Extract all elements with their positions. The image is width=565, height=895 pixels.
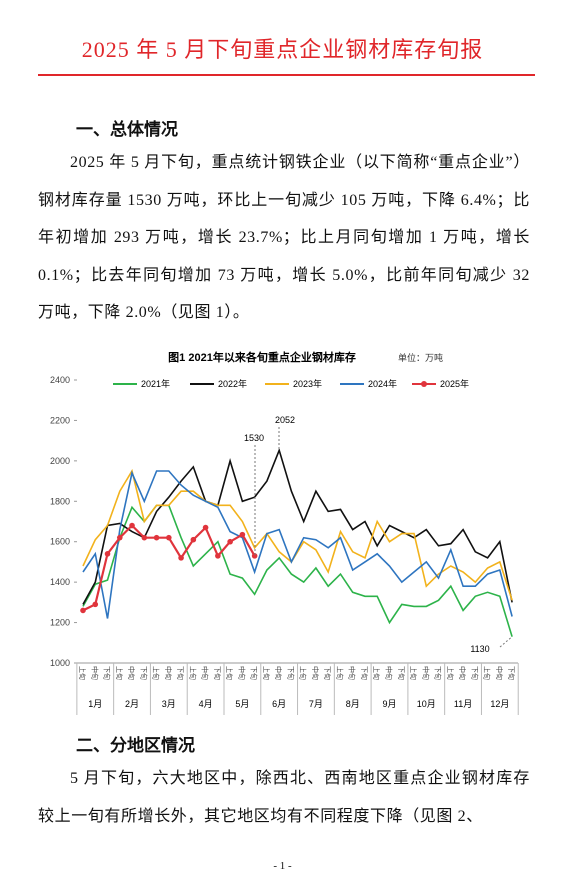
x-tick-label: 中旬 <box>127 666 136 680</box>
x-tick-label: 中旬 <box>274 666 283 680</box>
data-point <box>178 555 184 561</box>
data-point <box>104 551 111 557</box>
month-label: 9月 <box>382 699 396 709</box>
data-point <box>129 522 135 529</box>
title-rule <box>38 74 535 76</box>
series-line <box>82 468 513 601</box>
x-tick-label: 下旬 <box>176 666 185 680</box>
x-tick-label: 中旬 <box>495 666 504 680</box>
page-number: - 1 - <box>273 860 292 872</box>
x-tick-label: 中旬 <box>421 666 430 680</box>
x-tick-label: 下旬 <box>360 666 369 680</box>
x-tick-label: 上旬 <box>446 666 455 680</box>
section-heading: 二、分地区情况 <box>76 736 195 755</box>
y-tick-label: 1400 <box>50 577 70 587</box>
x-tick-label: 上旬 <box>225 666 234 680</box>
x-tick-label: 上旬 <box>409 666 418 680</box>
legend-label: 2022年 <box>218 378 247 389</box>
series-line <box>82 504 513 637</box>
x-tick-label: 上旬 <box>299 666 308 680</box>
legend-marker <box>421 381 427 387</box>
month-label: 8月 <box>346 699 360 709</box>
data-point <box>153 534 160 541</box>
legend-label: 2024年 <box>368 378 397 389</box>
annotation: 1130 <box>470 644 489 654</box>
x-tick-label: 下旬 <box>323 666 332 680</box>
month-label: 2月 <box>125 699 139 709</box>
paragraph: 5 月下旬，六大地区中，除西北、西南地区重点企业钢材库存较上一旬有所增长外，其它… <box>38 770 530 825</box>
legend-label: 2021年 <box>141 378 170 389</box>
x-tick-label: 下旬 <box>213 666 222 680</box>
paragraph: 2025 年 5 月下旬，重点统计钢铁企业（以下简称“重点企业”）钢材库存量 1… <box>38 154 530 321</box>
y-tick-label: 2000 <box>50 456 70 466</box>
data-point <box>215 553 221 559</box>
series-line <box>82 470 513 619</box>
data-point <box>202 524 209 531</box>
data-point <box>251 553 258 559</box>
chart: 图1 2021年以来各旬重点企业钢材库存 单位：万吨 1000 1200 1400 160… <box>50 350 519 715</box>
x-tick-label: 中旬 <box>385 666 394 680</box>
x-tick-label: 下旬 <box>139 666 148 680</box>
y-tick-label: 1000 <box>50 658 70 668</box>
x-tick-label: 中旬 <box>458 666 467 680</box>
x-tick-label: 上旬 <box>262 666 271 680</box>
x-tick-label: 中旬 <box>348 666 357 680</box>
legend-label: 2025年 <box>440 378 469 389</box>
x-tick-label: 中旬 <box>311 666 320 680</box>
month-label: 11月 <box>454 699 472 709</box>
x-tick-label: 下旬 <box>250 666 259 680</box>
x-tick-label: 上旬 <box>372 666 381 680</box>
month-label: 7月 <box>309 699 323 709</box>
x-tick-label: 上旬 <box>152 666 161 680</box>
data-point <box>92 601 99 608</box>
x-tick-label: 上旬 <box>188 666 197 680</box>
y-tick-label: 1600 <box>50 537 70 547</box>
x-tick-label: 中旬 <box>201 666 210 680</box>
x-tick-label: 下旬 <box>434 666 443 680</box>
chart-title: 图1 2021年以来各旬重点企业钢材库存 <box>168 350 356 364</box>
annotation: 1530 <box>244 433 264 443</box>
x-tick-label: 下旬 <box>470 666 479 680</box>
annotation: 2052 <box>275 415 295 425</box>
section-heading: 一、总体情况 <box>76 120 178 139</box>
x-tick-label: 中旬 <box>90 666 99 680</box>
month-label: 4月 <box>199 699 213 709</box>
y-tick-label: 2400 <box>50 375 70 385</box>
legend-label: 2023年 <box>293 378 322 389</box>
doc-title: 2025 年 5 月下旬重点企业钢材库存旬报 <box>81 37 484 62</box>
x-tick-label: 下旬 <box>397 666 406 680</box>
data-point <box>141 534 148 541</box>
x-tick-label: 中旬 <box>164 666 173 680</box>
series-line <box>82 447 513 605</box>
month-label: 10月 <box>417 699 436 709</box>
month-label: 3月 <box>162 699 176 709</box>
data-point <box>227 538 233 545</box>
x-tick-label: 下旬 <box>507 666 516 680</box>
x-tick-label: 上旬 <box>335 666 344 680</box>
data-point <box>80 607 86 614</box>
y-tick-label: 1200 <box>50 618 70 628</box>
month-label: 12月 <box>490 699 509 709</box>
month-label: 5月 <box>235 699 249 709</box>
y-tick-label: 1800 <box>50 496 70 506</box>
data-point <box>166 534 172 541</box>
x-tick-label: 上旬 <box>483 666 492 680</box>
data-point <box>116 534 123 541</box>
x-tick-label: 下旬 <box>286 666 295 680</box>
x-tick-label: 中旬 <box>237 666 246 680</box>
chart-unit: 单位：万吨 <box>398 352 443 363</box>
data-point <box>239 531 246 538</box>
month-label: 6月 <box>272 699 286 709</box>
month-label: 1月 <box>88 699 102 709</box>
y-tick-label: 2200 <box>50 415 70 425</box>
data-point <box>190 536 197 543</box>
x-tick-label: 上旬 <box>78 666 87 680</box>
annotation-leader <box>499 636 513 648</box>
x-tick-label: 下旬 <box>103 666 112 680</box>
x-tick-label: 上旬 <box>115 666 124 680</box>
